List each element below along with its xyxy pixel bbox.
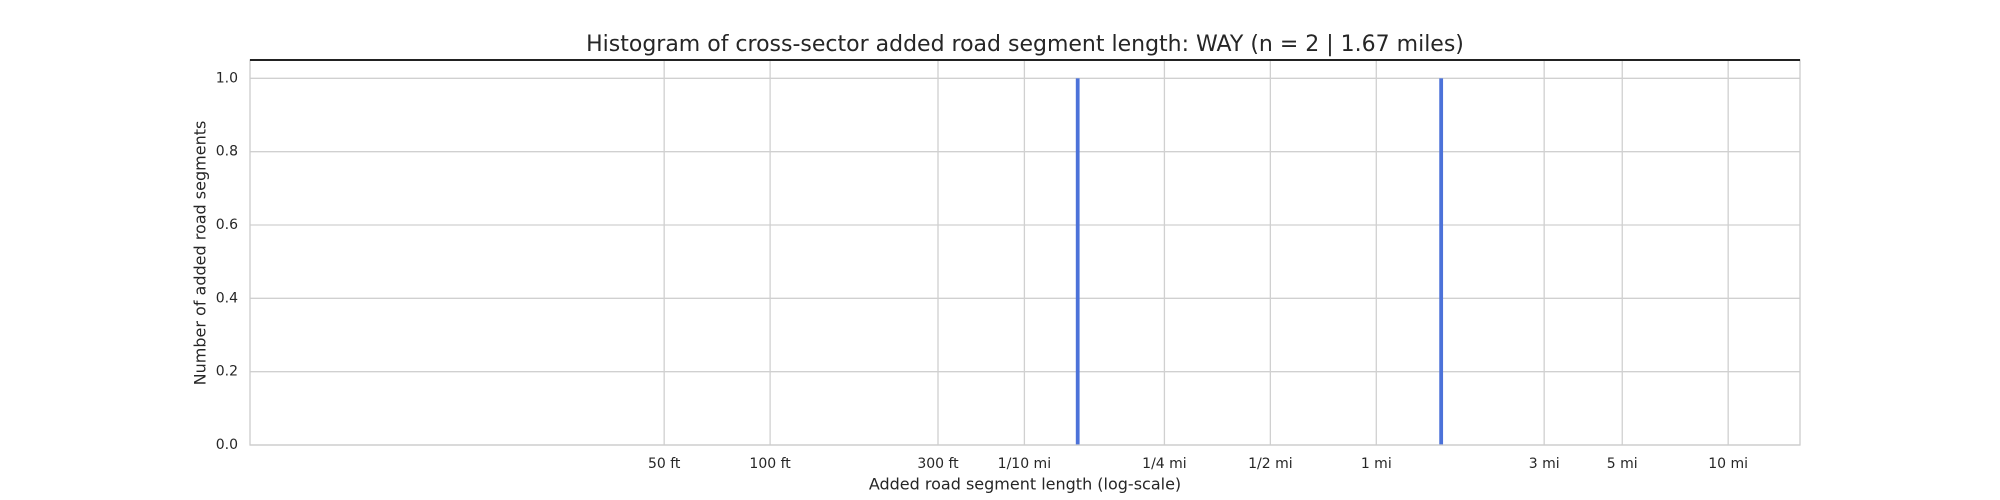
x-tick-label: 10 mi (1708, 456, 1748, 472)
x-axis-label: Added road segment length (log-scale) (869, 475, 1181, 494)
chart-title: Histogram of cross-sector added road seg… (586, 32, 1464, 57)
y-tick-label: 0.8 (216, 144, 238, 160)
x-tick-label: 3 mi (1529, 456, 1560, 472)
y-tick-label: 1.0 (216, 70, 238, 86)
x-tick-label: 50 ft (648, 456, 681, 472)
y-tick-label: 0.4 (216, 290, 238, 306)
y-tick-label: 0.2 (216, 364, 238, 380)
y-axis-label: Number of added road segments (191, 121, 210, 386)
x-tick-label: 1/2 mi (1248, 456, 1293, 472)
x-tick-label: 1/10 mi (998, 456, 1051, 472)
y-tick-label: 0.0 (216, 437, 238, 453)
x-tick-label: 1 mi (1361, 456, 1392, 472)
y-tick-label: 0.6 (216, 217, 238, 233)
x-tick-label: 5 mi (1607, 456, 1638, 472)
bar (1439, 78, 1444, 445)
x-tick-label: 1/4 mi (1142, 456, 1187, 472)
x-tick-label: 100 ft (749, 456, 791, 472)
bar (1075, 78, 1080, 445)
x-tick-label: 300 ft (917, 456, 959, 472)
